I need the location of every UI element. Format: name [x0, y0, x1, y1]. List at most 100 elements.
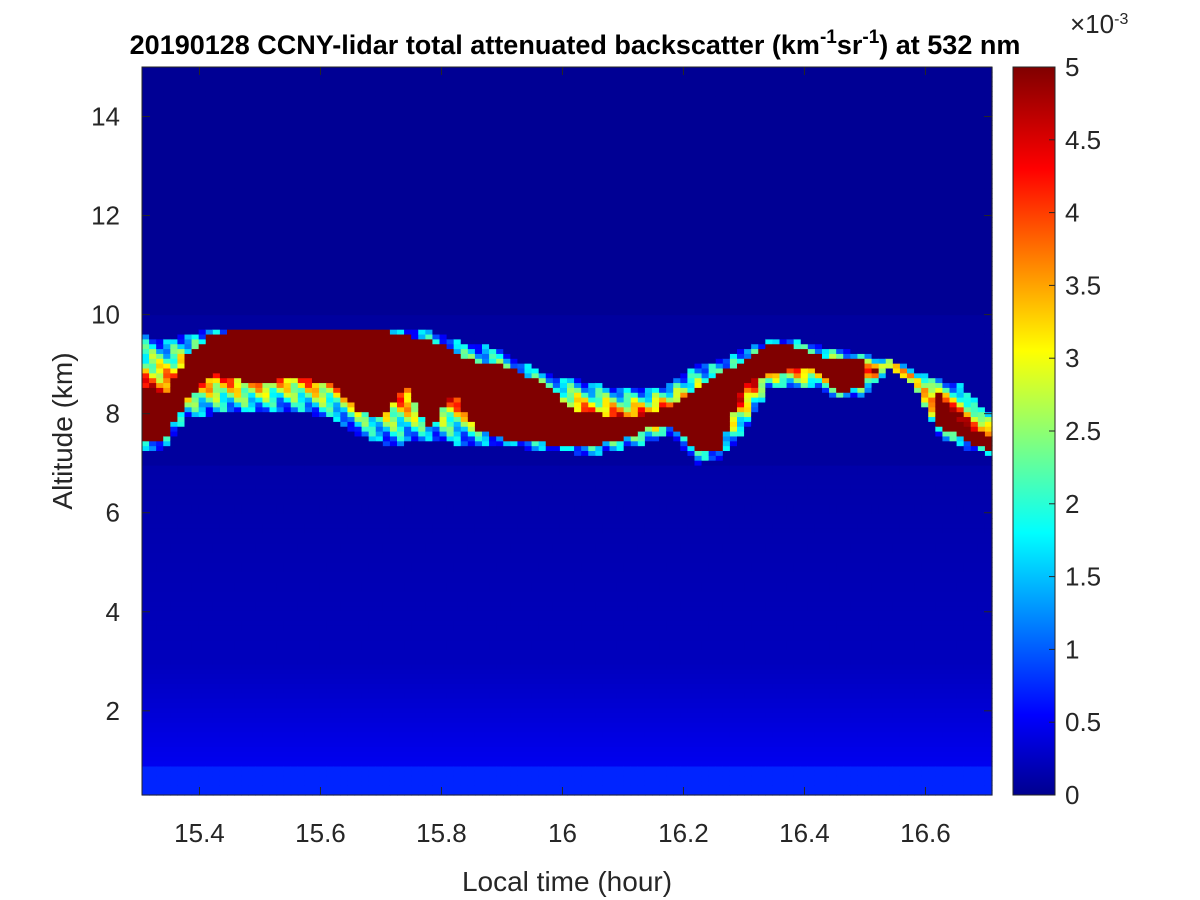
heatmap-cell [333, 193, 341, 199]
heatmap-cell [304, 183, 313, 189]
heatmap-cell [283, 372, 292, 379]
heatmap-cell [262, 120, 271, 126]
heatmap-cell [276, 178, 285, 185]
heatmap-cell [262, 324, 271, 330]
heatmap-cell [276, 285, 285, 291]
heatmap-cell [184, 154, 193, 160]
heatmap-cell [212, 67, 221, 73]
heatmap-cell [269, 139, 278, 146]
heatmap-cell [340, 367, 349, 374]
heatmap-cell [163, 542, 171, 549]
heatmap-cell [304, 96, 313, 102]
heatmap-cell [333, 644, 341, 650]
heatmap-cell [241, 722, 249, 728]
heatmap-cell [361, 120, 370, 126]
heatmap-cell [198, 261, 207, 267]
heatmap-cell [163, 731, 171, 738]
heatmap-cell [241, 770, 249, 777]
heatmap-cell [304, 309, 313, 316]
heatmap-cell [241, 290, 249, 296]
heatmap-cell [333, 731, 341, 738]
heatmap-cell [149, 581, 157, 587]
heatmap-cell [191, 756, 200, 762]
heatmap-cell [198, 785, 207, 791]
heatmap-cell [283, 532, 292, 539]
heatmap-cell [361, 275, 370, 282]
heatmap-cell [333, 363, 341, 369]
heatmap-cell [312, 469, 320, 476]
heatmap-cell [326, 377, 334, 384]
heatmap-cell [276, 532, 285, 539]
heatmap-cell [340, 397, 349, 403]
heatmap-cell [163, 693, 171, 699]
heatmap-cell [262, 591, 271, 597]
heatmap-cell [283, 693, 292, 699]
heatmap-cell [319, 596, 327, 602]
heatmap-cell [205, 761, 214, 767]
heatmap-cell [326, 130, 334, 136]
heatmap-cell [170, 168, 179, 175]
heatmap-cell [297, 576, 306, 583]
heatmap-cell [177, 309, 186, 316]
heatmap-cell [234, 270, 242, 277]
heatmap-cell [269, 644, 278, 650]
heatmap-cell [255, 426, 264, 432]
heatmap-cell [297, 455, 306, 461]
heatmap-cell [142, 445, 150, 452]
heatmap-cell [227, 688, 235, 694]
heatmap-cell [326, 275, 334, 282]
heatmap-cell [248, 620, 256, 626]
heatmap-cell [177, 625, 186, 631]
heatmap-cell [319, 571, 327, 578]
heatmap-cell [290, 222, 299, 228]
heatmap-cell [170, 100, 179, 107]
heatmap-cell [142, 261, 150, 267]
heatmap-cell [269, 401, 278, 408]
heatmap-cell [205, 217, 214, 223]
heatmap-cell [170, 736, 179, 743]
heatmap-cell [227, 532, 235, 539]
heatmap-cell [361, 115, 370, 121]
heatmap-cell [326, 654, 334, 660]
heatmap-cell [304, 164, 313, 170]
heatmap-cell [361, 775, 370, 782]
heatmap-cell [269, 537, 278, 544]
heatmap-cell [297, 566, 306, 573]
heatmap-cell [368, 639, 377, 646]
heatmap-cell [248, 562, 256, 568]
heatmap-cell [212, 450, 221, 456]
heatmap-cell [177, 576, 186, 583]
heatmap-cell [212, 610, 221, 617]
heatmap-cell [227, 596, 235, 602]
heatmap-cell [354, 275, 363, 282]
heatmap-cell [241, 717, 249, 723]
heatmap-cell [326, 343, 334, 350]
heatmap-cell [312, 285, 320, 291]
heatmap-cell [347, 542, 356, 549]
heatmap-cell [312, 125, 320, 131]
heatmap-cell [198, 164, 207, 170]
heatmap-cell [304, 460, 313, 466]
heatmap-cell [333, 688, 341, 694]
heatmap-cell [326, 202, 334, 209]
heatmap-cell [354, 304, 363, 311]
heatmap-cell [142, 484, 150, 490]
heatmap-cell [156, 134, 164, 141]
heatmap-cell [368, 139, 377, 146]
heatmap-cell [163, 232, 171, 238]
heatmap-cell [297, 270, 306, 277]
heatmap-cell [170, 596, 179, 602]
heatmap-cell [326, 236, 334, 243]
heatmap-cell [326, 605, 334, 612]
heatmap-cell [149, 566, 157, 573]
heatmap-cell [297, 96, 306, 102]
heatmap-cell [304, 154, 313, 160]
heatmap-cell [340, 610, 349, 617]
heatmap-cell [340, 440, 349, 447]
heatmap-cell [241, 139, 249, 146]
heatmap-cell [340, 770, 349, 777]
heatmap-cell [276, 358, 285, 364]
heatmap-cell [290, 188, 299, 194]
heatmap-cell [184, 421, 193, 427]
heatmap-cell [170, 71, 179, 78]
